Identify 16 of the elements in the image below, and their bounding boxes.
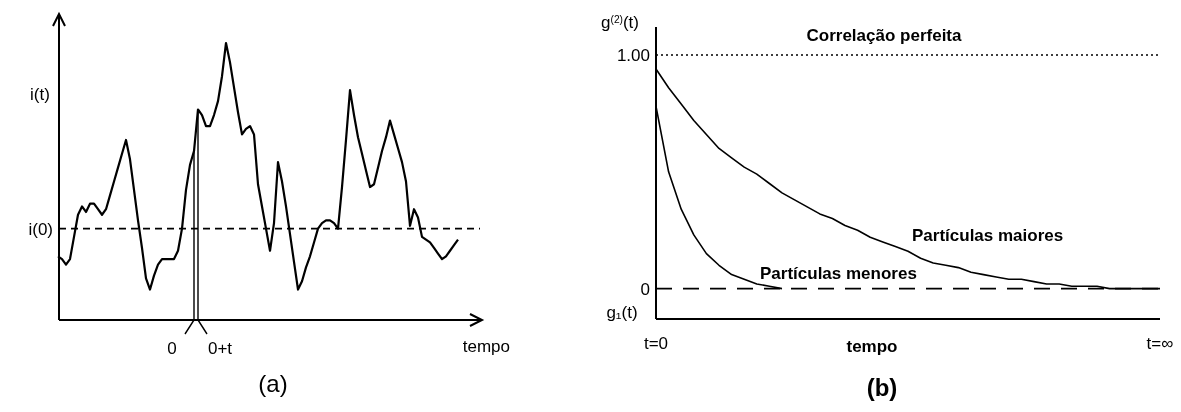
text: (b) (866, 374, 898, 401)
y-axis-title: i(t) (30, 85, 50, 104)
text: g₁(t) (606, 303, 638, 322)
text: (a) (258, 370, 288, 397)
series-label: Partículas maiores (912, 226, 1064, 245)
y-tick-label: 1.00 (616, 46, 650, 66)
ref-line-label: i(0) (28, 219, 53, 239)
x-tick-label: t=0 (643, 334, 669, 353)
x-axis-title: tempo (462, 337, 510, 356)
series-label: Partículas menores (760, 264, 917, 283)
y-axis-title: g$^{(2)}$(t) (601, 13, 639, 32)
ref-line-label: Correlação perfeita (806, 26, 963, 46)
x-axis-title: tempo (846, 337, 898, 356)
x-tick-label: t=∞ (1146, 334, 1174, 353)
text: 0+t (207, 339, 233, 358)
text: 0 (167, 339, 177, 358)
